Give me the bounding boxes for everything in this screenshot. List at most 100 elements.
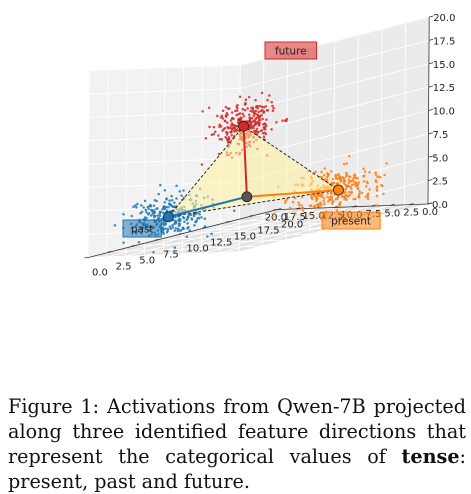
data-point-past [145,217,148,220]
data-point-past [132,206,135,209]
data-point-present [320,203,323,206]
data-point-present [345,188,348,191]
data-point-past [145,211,148,214]
data-point-future [216,115,219,118]
data-point-past [147,208,150,211]
data-point-future [201,163,204,166]
data-point-present [341,195,344,198]
z-tick-label: 7.5 [432,130,448,141]
data-point-past [183,217,186,220]
data-point-future [242,113,245,116]
x-tick-label: 2.5 [403,208,419,219]
data-point-present [368,171,371,174]
data-point-future [230,131,233,134]
data-point-future [258,122,261,125]
data-point-present [383,174,386,177]
data-point-future [252,108,255,111]
y-tick-label: 15.0 [234,232,256,243]
z-tick-label: 5.0 [432,153,448,164]
data-point-future [270,101,273,104]
data-point-future [225,106,228,109]
data-point-present [358,193,361,196]
data-point-past [167,206,170,209]
data-point-future [259,119,262,122]
data-point-future [262,111,265,114]
data-point-future [252,115,255,118]
data-point-present [363,175,366,178]
data-point-future [257,111,260,114]
data-point-present [365,185,368,188]
data-point-past [178,224,181,227]
data-point-future [221,138,224,141]
data-point-future [227,127,230,130]
data-point-present [356,177,359,180]
data-point-past [148,212,151,215]
data-point-future [245,98,248,101]
data-point-present [326,179,329,182]
data-point-future [214,130,217,133]
data-point-future [237,119,240,122]
data-point-past [210,233,213,236]
data-point-future [270,128,273,131]
data-point-future [251,117,254,120]
data-point-past [198,213,201,216]
data-point-past [173,202,176,205]
data-point-future [265,118,268,121]
data-point-future [239,96,242,99]
data-point-future [201,110,204,113]
data-point-future [266,109,269,112]
data-point-present [357,195,360,198]
data-point-future [224,120,227,123]
data-point-past [186,217,189,220]
data-point-present [348,182,351,185]
z-tick-label: 0.0 [432,200,448,211]
data-point-future [261,118,264,121]
data-point-future [220,116,223,119]
data-point-future [255,105,258,108]
data-point-past [142,206,145,209]
data-point-past [176,230,179,233]
data-point-present [331,201,334,204]
data-point-present [339,201,342,204]
data-point-present [343,163,346,166]
data-point-future [242,108,245,111]
data-point-future [226,139,229,142]
data-point-future [205,137,208,140]
data-point-present [313,194,316,197]
data-point-present [298,204,301,207]
series-label-text: past [131,224,154,236]
data-point-present [326,196,329,199]
caption-bold-word: tense [402,445,460,468]
centroid-past [163,212,173,222]
data-point-future [227,141,230,144]
data-point-past [171,199,174,202]
data-point-future [224,136,227,139]
data-point-past [135,206,138,209]
data-point-future [213,133,216,136]
series-label-text: future [275,46,307,58]
data-point-present [315,199,318,202]
data-point-past [159,184,162,187]
data-point-past [204,217,207,220]
y-tick-label: 7.5 [163,250,179,261]
centroid-present [333,185,343,195]
data-point-present [289,207,292,210]
data-point-future [244,103,247,106]
data-point-present [376,189,379,192]
data-point-past [206,235,209,238]
data-point-future [222,110,225,113]
data-point-present [320,176,323,179]
data-point-future [230,119,233,122]
data-point-past [193,215,196,218]
data-point-past [179,190,182,193]
data-point-past [190,217,193,220]
data-point-present [332,178,335,181]
data-point-present [302,209,305,212]
data-point-future [254,99,257,102]
data-point-past [164,189,167,192]
data-point-present [318,214,321,217]
data-point-future [248,114,251,117]
y-tick-label: 12.5 [210,238,232,249]
data-point-future [263,135,266,138]
data-point-present [301,196,304,199]
